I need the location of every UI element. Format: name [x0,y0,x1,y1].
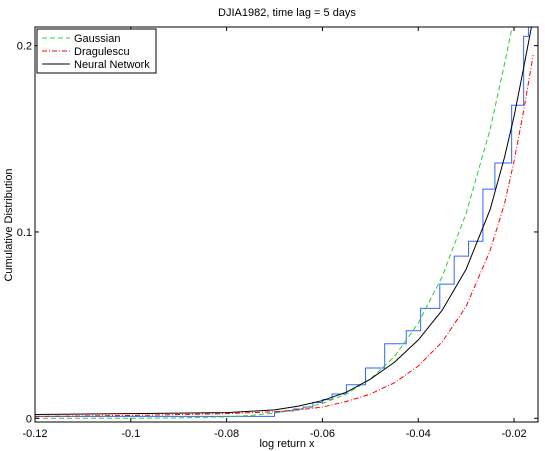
y-axis-label: Cumulative Distribution [3,168,15,281]
x-tick-label: -0.1 [121,428,140,440]
y-tick-label: 0.1 [17,227,32,239]
legend-label-gaussian: Gaussian [74,33,120,45]
chart-title: DJIA1982, time lag = 5 days [218,7,356,19]
legend: Gaussian Dragulescu Neural Network [36,28,157,74]
series-line-dragulescu [35,54,534,417]
x-tick-label: -0.12 [22,428,47,440]
x-tick-label: -0.08 [214,428,239,440]
x-axis-ticks: -0.12 -0.1 -0.08 -0.06 -0.04 -0.02 [22,27,527,440]
x-tick-label: -0.06 [310,428,335,440]
x-axis-label: log return x [259,438,315,450]
x-tick-label: -0.04 [406,428,431,440]
y-tick-label: 0 [26,413,32,425]
series-empirical-steps [35,27,529,417]
plot-frame [34,26,539,423]
y-axis-ticks: 0 0.1 0.2 [17,41,538,425]
series-layer [35,27,534,419]
legend-label-dragulescu: Dragulescu [74,46,130,58]
y-tick-label: 0.2 [17,41,32,53]
series-line-gaussian [35,27,513,419]
x-tick-label: -0.02 [502,428,527,440]
legend-label-neural-network: Neural Network [74,59,150,71]
series-line-neural-network [35,27,532,416]
